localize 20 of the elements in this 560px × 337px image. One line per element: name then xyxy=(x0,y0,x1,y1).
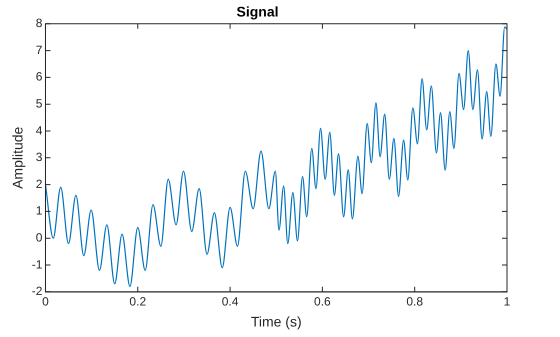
y-tick-label: -1 xyxy=(32,257,43,272)
y-axis-title: Amplitude xyxy=(9,126,26,189)
y-tick-label: -2 xyxy=(32,284,43,298)
x-tick-label: 1 xyxy=(504,294,511,308)
x-axis-title: Time (s) xyxy=(250,313,302,330)
x-tick-label: 0.6 xyxy=(314,294,332,308)
y-tick-label: 1 xyxy=(36,204,43,218)
y-tick-label: 3 xyxy=(36,150,43,164)
x-tick-label: 0.8 xyxy=(406,294,424,308)
y-tick-label: 8 xyxy=(36,16,43,30)
x-tick-label: 0.2 xyxy=(129,294,146,308)
y-tick-label: 7 xyxy=(36,42,43,57)
chart-title: Signal xyxy=(236,3,279,20)
y-tick-label: 6 xyxy=(36,70,43,84)
y-tick-label: 4 xyxy=(36,123,43,138)
y-tick-label: 2 xyxy=(36,176,43,191)
y-tick-label: 0 xyxy=(36,230,43,245)
x-tick-label: 0.4 xyxy=(222,294,239,308)
line-series xyxy=(45,26,507,288)
y-tick-label: 5 xyxy=(36,96,43,111)
